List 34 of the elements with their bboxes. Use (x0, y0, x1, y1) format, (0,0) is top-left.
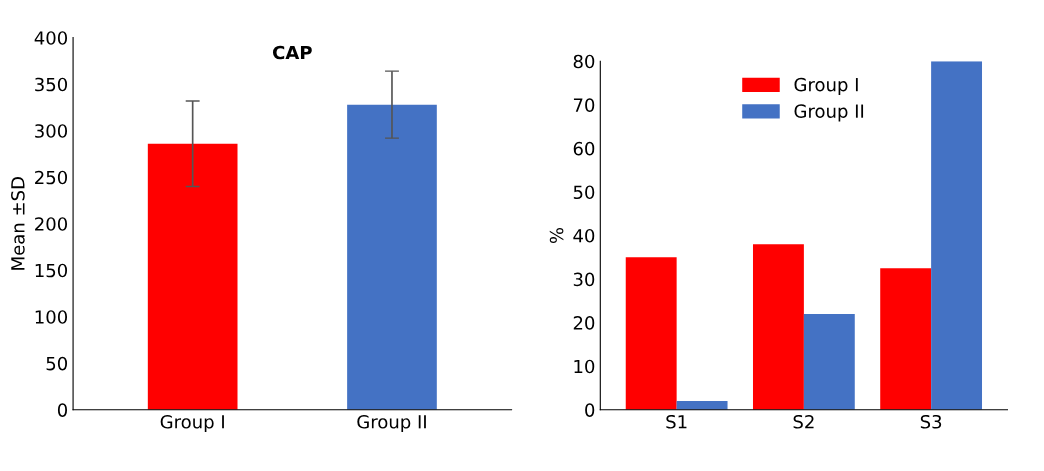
y-tick-label: 10 (574, 359, 595, 374)
legend-label: Group II (794, 104, 864, 122)
y-tick-label: 60 (573, 141, 595, 156)
y-axis-title: Mean ±SD (11, 177, 25, 270)
y-tick-label: 400 (34, 31, 68, 45)
y-tick-label: 50 (46, 356, 68, 371)
x-tick-label: S2 (793, 414, 814, 429)
y-tick-label: 50 (573, 185, 595, 200)
bar (625, 257, 677, 410)
y-tick-label: 30 (573, 272, 595, 287)
bar (803, 313, 855, 410)
y-tick-label: 70 (573, 98, 595, 112)
y-tick-label: 0 (57, 403, 68, 417)
y-axis-title: % (549, 227, 564, 244)
y-tick-label: 300 (35, 124, 68, 138)
x-tick-label: Group II (357, 414, 426, 433)
y-tick-label: 40 (573, 228, 595, 243)
y-tick-label: 100 (35, 310, 68, 324)
bar (880, 268, 932, 410)
bar (931, 61, 983, 410)
y-tick-label: 200 (35, 217, 68, 231)
x-tick-label: S1 (666, 414, 687, 429)
bar (676, 401, 728, 410)
y-tick-label: 150 (35, 263, 68, 278)
legend-label: Group I (794, 77, 858, 95)
chart-title: CAP (272, 45, 312, 60)
x-tick-label: S3 (920, 414, 942, 429)
y-tick-label: 350 (35, 77, 68, 92)
bar (752, 244, 804, 410)
y-tick-label: 80 (573, 54, 595, 69)
y-tick-label: 20 (573, 316, 595, 330)
y-tick-label: 250 (35, 170, 68, 185)
y-tick-label: 0 (585, 403, 595, 417)
x-tick-label: Group I (160, 414, 224, 433)
